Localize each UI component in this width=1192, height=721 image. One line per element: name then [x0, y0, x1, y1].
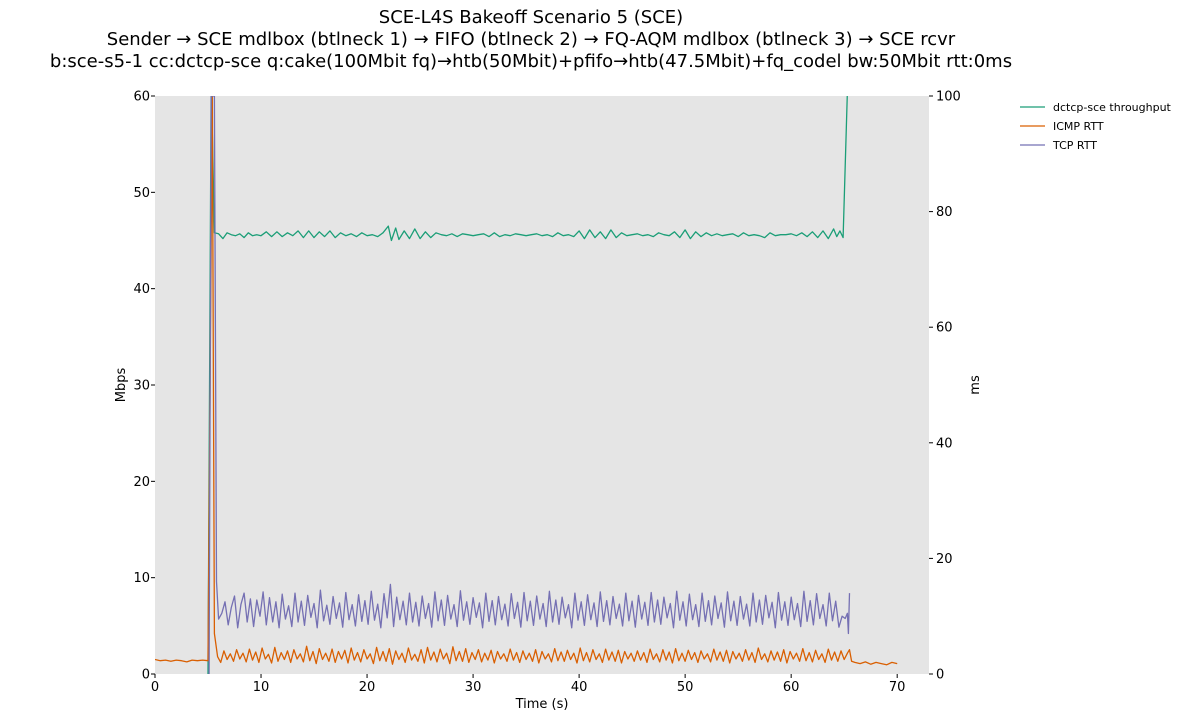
y-axis-right-label: ms — [968, 375, 983, 395]
series-line-tcp-rtt — [208, 96, 851, 674]
y-right-tick-label: 80 — [936, 205, 953, 220]
y-right-tick-label: 20 — [936, 552, 953, 567]
x-tick-label: 0 — [151, 680, 159, 695]
y-left-tick-label: 10 — [133, 571, 150, 586]
x-tick-label: 20 — [359, 680, 376, 695]
series-line-dctcp-sce-throughput — [207, 96, 848, 674]
y-axis-left-label: Mbps — [114, 368, 129, 403]
y-right-tick-label: 0 — [936, 668, 944, 683]
y-left-tick-label: 20 — [133, 475, 150, 490]
axes-layer: 0 10 20 30 40 50 60 70 0 10 20 30 40 50 60 0 20 40 60 80 100 — [133, 90, 960, 696]
y-left-tick-label: 30 — [133, 379, 150, 394]
y-left-tick-label: 0 — [142, 668, 150, 683]
y-right-tick-label: 100 — [936, 90, 961, 105]
y-right-tick-label: 40 — [936, 436, 953, 451]
chart-subtitle-2: b:sce-s5-1 cc:dctcp-sce q:cake(100Mbit f… — [49, 51, 1013, 72]
x-axis-label: Time (s) — [515, 697, 569, 712]
x-tick-label: 40 — [571, 680, 588, 695]
x-tick-label: 70 — [889, 680, 906, 695]
legend-label: dctcp-sce throughput — [1053, 101, 1172, 114]
plot-area — [155, 96, 929, 674]
legend-label: TCP RTT — [1052, 139, 1097, 152]
legend-entry-dctcp-sce-throughput: dctcp-sce throughput — [1020, 101, 1172, 114]
chart-title: SCE-L4S Bakeoff Scenario 5 (SCE) — [378, 7, 684, 28]
legend-entry-tcp-rtt: TCP RTT — [1020, 139, 1097, 152]
y-left-tick-label: 50 — [133, 186, 150, 201]
x-tick-label: 30 — [465, 680, 482, 695]
legend-entry-icmp-rtt: ICMP RTT — [1020, 120, 1104, 133]
x-tick-label: 60 — [783, 680, 800, 695]
legend: dctcp-sce throughput ICMP RTT TCP RTT — [1020, 101, 1172, 152]
x-tick-label: 50 — [677, 680, 694, 695]
y-right-tick-label: 60 — [936, 321, 953, 336]
y-left-tick-label: 60 — [133, 90, 150, 105]
series-layer — [155, 96, 898, 674]
x-tick-label: 10 — [253, 680, 270, 695]
legend-label: ICMP RTT — [1053, 120, 1104, 133]
series-line-icmp-rtt — [155, 96, 898, 666]
y-left-tick-label: 40 — [133, 282, 150, 297]
chart-subtitle: Sender → SCE mdlbox (btlneck 1) → FIFO (… — [106, 29, 956, 50]
